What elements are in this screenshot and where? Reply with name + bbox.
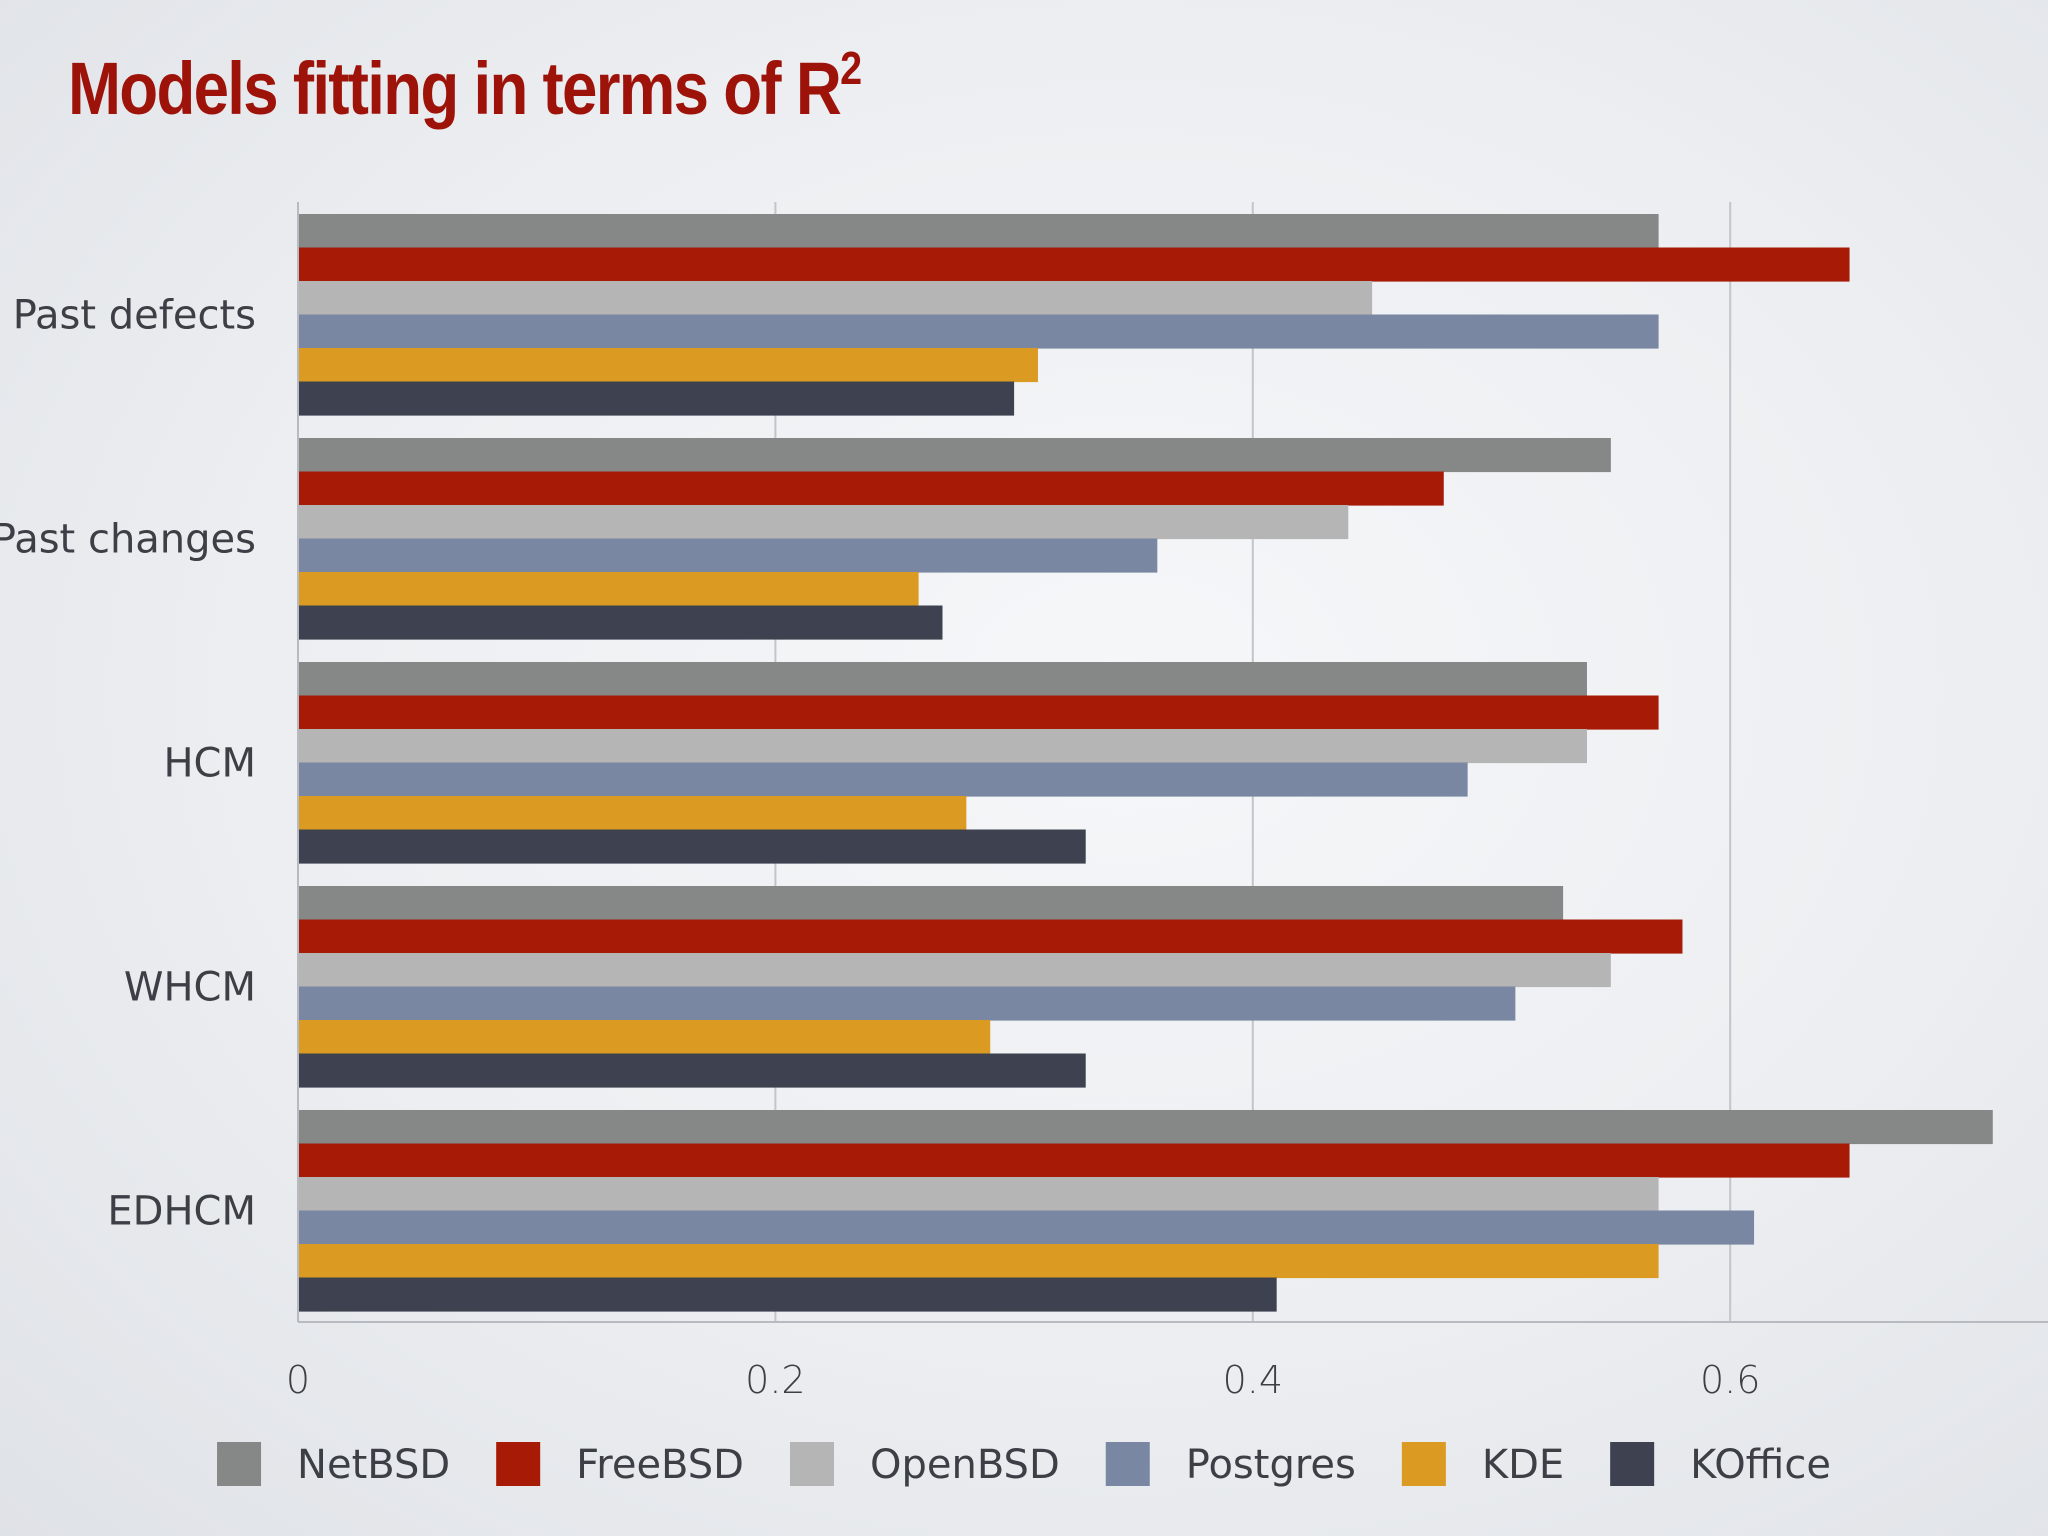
x-tick-labels: 0 0.2 0.4 0.6 [286,1358,1761,1402]
bar-whcm-openbsd [298,953,1611,988]
bar-edhcm-netbsd [298,1110,1993,1145]
bar-edhcm-freebsd [298,1143,1850,1178]
category-label-hcm: HCM [163,741,256,787]
chart-title-superscript: 2 [840,42,862,94]
legend-swatch-openbsd [789,1442,834,1486]
bar-past-changes-netbsd [298,438,1611,473]
bars [298,214,1993,1312]
chart-title-text: Models fitting in terms of R [68,47,842,130]
bar-whcm-freebsd [298,919,1683,954]
category-label-past-changes: Past changes [0,517,256,563]
bar-edhcm-kde [298,1244,1659,1279]
legend-label-netbsd: NetBSD [297,1442,450,1488]
legend-label-postgres: Postgres [1186,1442,1356,1488]
axes [297,202,2048,1323]
bar-hcm-netbsd [298,662,1587,697]
x-tick-label: 0.6 [1700,1358,1760,1402]
category-label-whcm: WHCM [124,965,256,1011]
category-label-edhcm: EDHCM [107,1189,256,1235]
category-labels: Past defects Past changes HCM WHCM EDHCM [0,293,256,1235]
bar-hcm-openbsd [298,729,1587,764]
bar-edhcm-postgres [298,1210,1755,1245]
x-tick-label: 0.2 [745,1358,805,1402]
bar-past-defects-netbsd [298,214,1659,249]
bar-past-defects-postgres [298,314,1659,349]
x-tick-label: 0.4 [1223,1358,1283,1402]
bar-hcm-postgres [298,762,1468,797]
legend-item-kde: KDE [1401,1442,1564,1488]
bar-hcm-freebsd [298,695,1659,730]
legend-swatch-freebsd [496,1442,541,1486]
bar-past-changes-openbsd [298,505,1349,540]
bar-past-defects-freebsd [298,247,1850,282]
chart-title: Models fitting in terms of R2 [68,45,862,126]
legend-swatch-netbsd [217,1442,262,1486]
bar-edhcm-openbsd [298,1177,1659,1212]
legend-label-openbsd: OpenBSD [870,1442,1060,1488]
bar-past-defects-koffice [298,381,1015,416]
bar-whcm-koffice [298,1053,1086,1088]
bar-hcm-kde [298,796,967,831]
bar-hcm-koffice [298,829,1086,864]
bar-past-changes-freebsd [298,471,1444,506]
legend-label-kde: KDE [1482,1442,1564,1488]
bar-past-changes-postgres [298,538,1158,573]
legend-item-postgres: Postgres [1105,1442,1356,1488]
legend-item-netbsd: NetBSD [217,1442,450,1488]
bar-whcm-postgres [298,986,1516,1021]
x-tick-label: 0 [286,1358,310,1402]
legend-item-freebsd: FreeBSD [496,1442,744,1488]
legend: NetBSD FreeBSD OpenBSD Postgres KDE KOffice [217,1442,1831,1488]
legend-swatch-postgres [1105,1442,1150,1486]
legend-swatch-kde [1401,1442,1446,1486]
legend-item-openbsd: OpenBSD [789,1442,1060,1488]
bar-whcm-kde [298,1020,991,1055]
legend-label-koffice: KOffice [1690,1442,1831,1488]
bar-whcm-netbsd [298,886,1564,921]
legend-swatch-koffice [1610,1442,1655,1486]
legend-item-koffice: KOffice [1610,1442,1831,1488]
bar-past-changes-kde [298,572,919,607]
bar-past-defects-openbsd [298,281,1373,316]
bar-past-changes-koffice [298,605,943,640]
legend-label-freebsd: FreeBSD [576,1442,744,1488]
category-label-past-defects: Past defects [13,293,256,339]
bar-past-defects-kde [298,348,1038,383]
bar-edhcm-koffice [298,1277,1277,1312]
